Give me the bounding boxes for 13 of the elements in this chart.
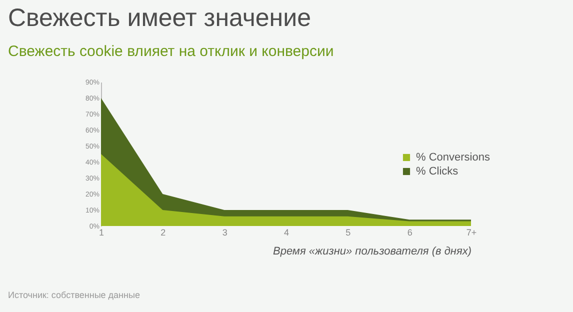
legend-label: % Conversions — [416, 152, 490, 164]
x-tick-label: 1 — [98, 228, 104, 238]
x-tick-label: 6 — [407, 228, 412, 238]
legend-label: % Clicks — [416, 166, 459, 178]
x-tick-label: 5 — [346, 228, 351, 238]
x-tick-label: 4 — [284, 228, 290, 238]
x-axis-title: Время «жизни» пользователя (в днях) — [272, 246, 472, 258]
chart-title: Свежесть имеет значение — [8, 4, 311, 33]
x-tick-label: 2 — [160, 228, 166, 238]
text: Источник: собственные данные — [8, 290, 140, 300]
x-tick-label: 3 — [222, 228, 228, 238]
x-tick-label: 7+ — [466, 228, 477, 238]
chart-subtitle: Свежесть cookie влияет на отклик и конверсии — [8, 43, 334, 60]
